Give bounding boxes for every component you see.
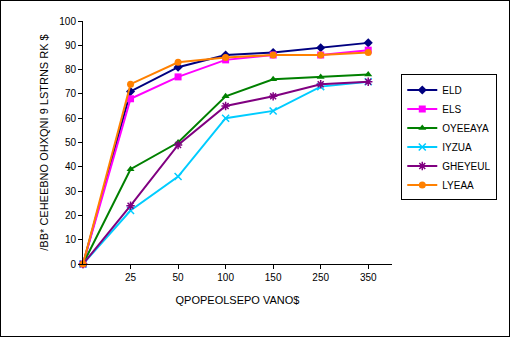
svg-text:QPOPEOLSEPO VANO$: QPOPEOLSEPO VANO$ [176,294,300,306]
svg-text:10: 10 [65,234,77,245]
svg-text:ELD: ELD [442,85,461,96]
svg-text:20: 20 [65,210,77,221]
svg-text:250: 250 [312,272,329,283]
svg-text:IYZUA: IYZUA [442,142,472,153]
svg-text:150: 150 [265,272,282,283]
svg-text:ELS: ELS [442,104,461,115]
svg-text:LYEAA: LYEAA [442,180,474,191]
svg-text:350: 350 [360,272,377,283]
svg-text:OYEEAYA: OYEEAYA [442,123,489,134]
svg-text:50: 50 [173,272,185,283]
svg-text:80: 80 [65,64,77,75]
svg-text:90: 90 [65,40,77,51]
svg-text:60: 60 [65,113,77,124]
svg-text:0: 0 [70,259,76,270]
svg-text:70: 70 [65,88,77,99]
svg-text:100: 100 [217,272,234,283]
svg-text:40: 40 [65,161,77,172]
svg-text:25: 25 [125,272,137,283]
svg-text:100: 100 [59,16,76,27]
svg-text:30: 30 [65,186,77,197]
svg-text:GHEYEUL: GHEYEUL [442,161,490,172]
svg-text:/BB* CEHEEBNO OHXQNI 9 LSTRNS: /BB* CEHEEBNO OHXQNI 9 LSTRNS RK $ [38,34,50,250]
svg-text:50: 50 [65,137,77,148]
